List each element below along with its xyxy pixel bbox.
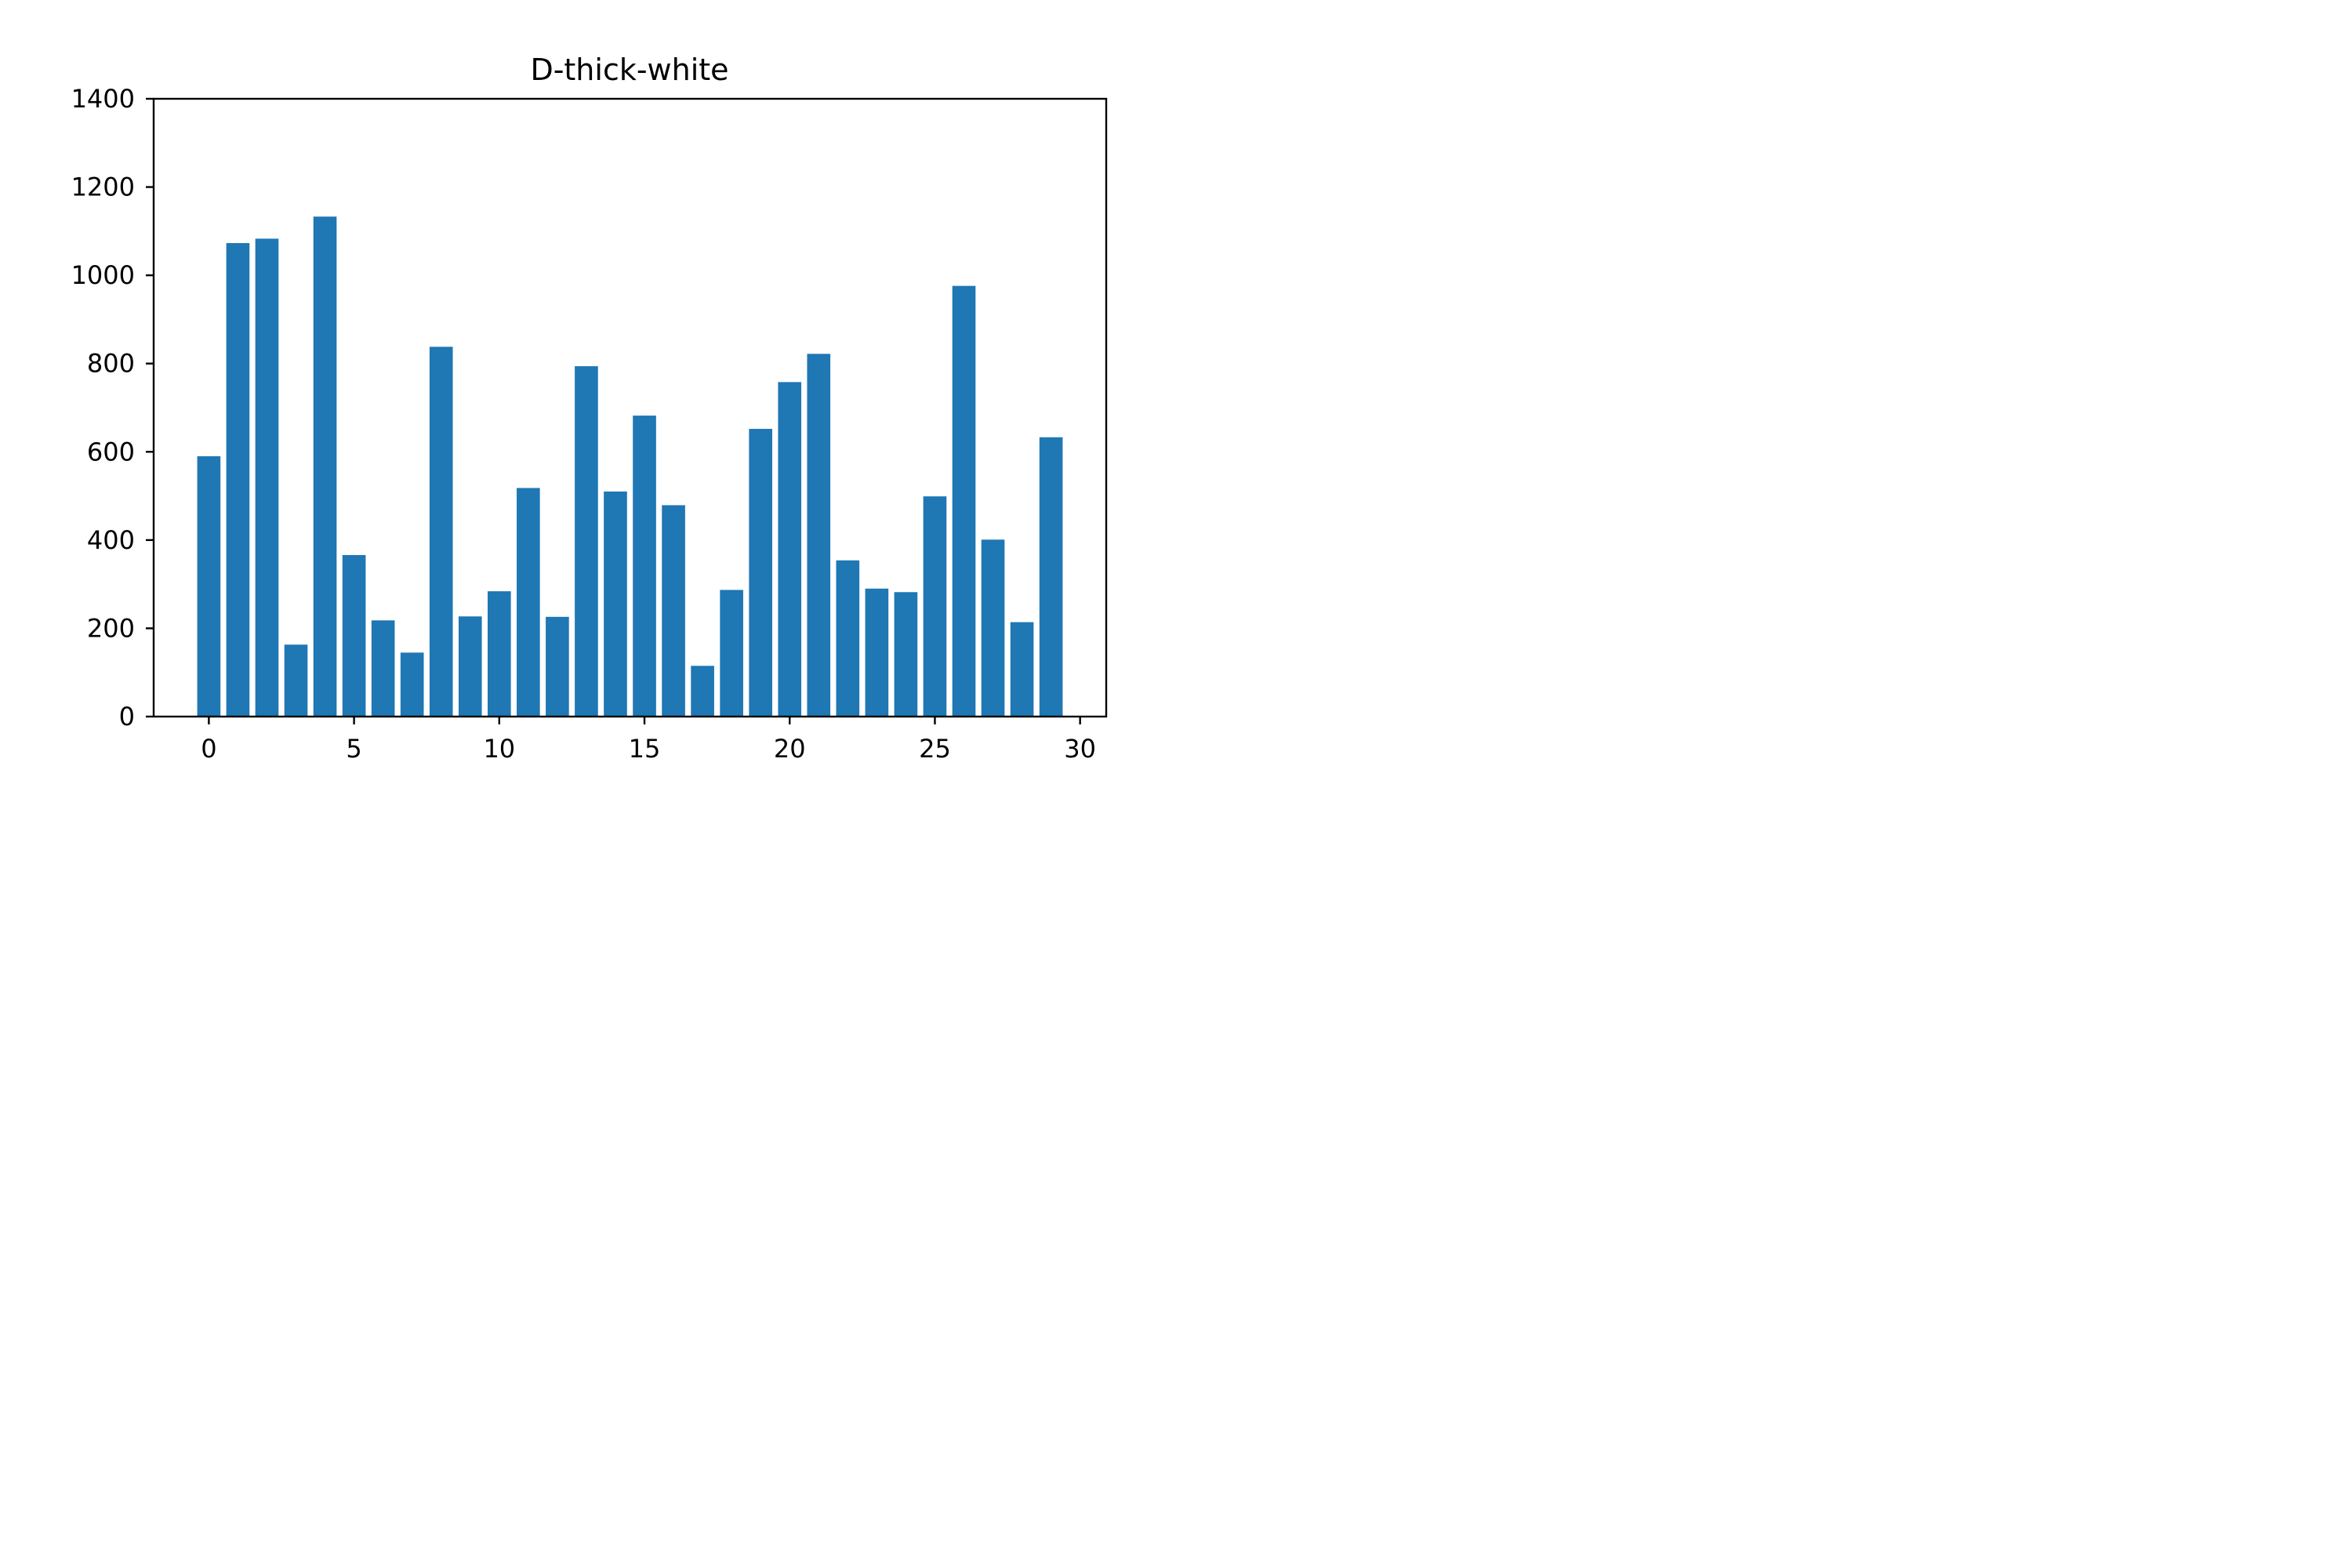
bar-16 — [662, 505, 685, 717]
y-tick-label: 0 — [119, 702, 135, 731]
x-axis: 0 5 10 15 20 25 30 — [201, 717, 1096, 764]
bar-6 — [371, 620, 395, 717]
bar-26 — [952, 285, 976, 717]
bar-4 — [313, 216, 337, 717]
x-tick-label: 0 — [201, 734, 216, 764]
bar-25 — [923, 496, 947, 717]
y-tick-label: 1200 — [71, 172, 135, 202]
bar-27 — [981, 539, 1005, 717]
bar-7 — [400, 652, 424, 717]
bar-10 — [487, 591, 511, 717]
bar-1 — [226, 243, 250, 717]
y-tick-label: 400 — [87, 525, 135, 555]
x-tick-label: 20 — [774, 734, 806, 764]
y-axis: 0 200 400 600 800 1000 1200 1400 — [71, 84, 154, 731]
y-tick-label: 200 — [87, 613, 135, 643]
bar-23 — [865, 588, 889, 717]
plot-frame — [152, 97, 1108, 718]
bar-17 — [691, 666, 714, 717]
x-tick-label: 10 — [483, 734, 515, 764]
bar-11 — [517, 488, 540, 717]
bar-3 — [284, 644, 308, 717]
bar-21 — [807, 354, 831, 717]
chart-title: D-thick-white — [530, 53, 728, 87]
bar-15 — [633, 416, 656, 717]
bar-20 — [778, 382, 802, 717]
y-tick-label: 1000 — [71, 260, 135, 290]
x-tick-label: 30 — [1064, 734, 1096, 764]
bar-19 — [749, 429, 773, 717]
bar-14 — [604, 491, 627, 717]
bar-8 — [429, 347, 453, 717]
bar-0 — [197, 456, 221, 717]
y-tick-label: 1400 — [71, 84, 135, 114]
bar-9 — [458, 616, 482, 717]
x-tick-label: 5 — [346, 734, 361, 764]
x-tick-label: 25 — [919, 734, 951, 764]
bar-29 — [1039, 437, 1063, 717]
bar-22 — [836, 560, 860, 717]
y-tick-label: 800 — [87, 349, 135, 379]
bar-series — [197, 216, 1063, 717]
bar-chart: D-thick-white 0 5 10 15 20 25 30 0 200 400 600 800… — [0, 0, 1212, 820]
bar-24 — [894, 592, 918, 717]
x-tick-label: 15 — [629, 734, 661, 764]
bar-5 — [342, 554, 366, 717]
bar-18 — [720, 590, 743, 717]
y-tick-label: 600 — [87, 437, 135, 466]
bar-2 — [255, 238, 279, 717]
bar-12 — [546, 616, 569, 717]
bar-13 — [575, 366, 598, 717]
bar-28 — [1010, 622, 1034, 717]
